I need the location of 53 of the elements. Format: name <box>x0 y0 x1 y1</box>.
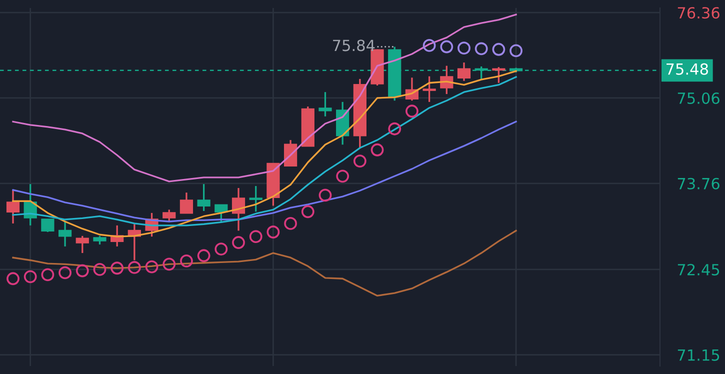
point <box>180 254 193 268</box>
point <box>301 205 314 218</box>
point <box>41 268 54 282</box>
point <box>440 40 454 54</box>
point <box>422 38 436 52</box>
point <box>266 226 280 238</box>
line-series <box>12 230 517 297</box>
point <box>232 236 245 249</box>
point <box>110 262 124 275</box>
point <box>76 264 89 278</box>
y-tick-label: 71.15 <box>678 350 720 361</box>
point <box>197 249 210 262</box>
point <box>336 170 350 183</box>
point <box>284 216 297 230</box>
candlestick <box>58 220 72 248</box>
ref-line-label: 75.48 <box>666 63 708 75</box>
candlestick <box>180 192 194 214</box>
candlestick <box>232 187 246 232</box>
point <box>93 262 106 276</box>
y-tick-label: 75.06 <box>678 92 720 104</box>
point <box>58 266 72 280</box>
candlestick <box>457 62 471 82</box>
y-tick-label: 76.36 <box>678 7 720 19</box>
candlestick <box>492 66 506 84</box>
point <box>214 242 228 256</box>
y-tick-label: 72.45 <box>678 264 720 276</box>
candlestick <box>318 91 332 118</box>
point <box>388 122 402 136</box>
candlestick <box>249 185 262 212</box>
point <box>24 270 37 284</box>
point <box>406 104 418 118</box>
point <box>162 258 176 271</box>
point <box>492 42 506 56</box>
point <box>6 272 20 286</box>
candlestick <box>76 235 89 254</box>
candlestick <box>214 204 228 222</box>
y-tick-label: 73.76 <box>678 178 720 190</box>
point <box>249 230 262 244</box>
point <box>145 260 158 274</box>
point <box>370 143 384 156</box>
point <box>510 44 522 58</box>
point <box>128 261 141 274</box>
point <box>318 188 332 202</box>
candlestick <box>41 218 54 233</box>
point <box>353 154 366 168</box>
point <box>474 42 488 56</box>
line-series <box>12 14 517 182</box>
annotation: 75.84 <box>333 40 375 52</box>
candlestick <box>6 189 20 224</box>
point <box>458 42 470 55</box>
candlestick <box>162 208 176 222</box>
candlestick <box>197 183 210 212</box>
candlestick <box>422 75 436 103</box>
